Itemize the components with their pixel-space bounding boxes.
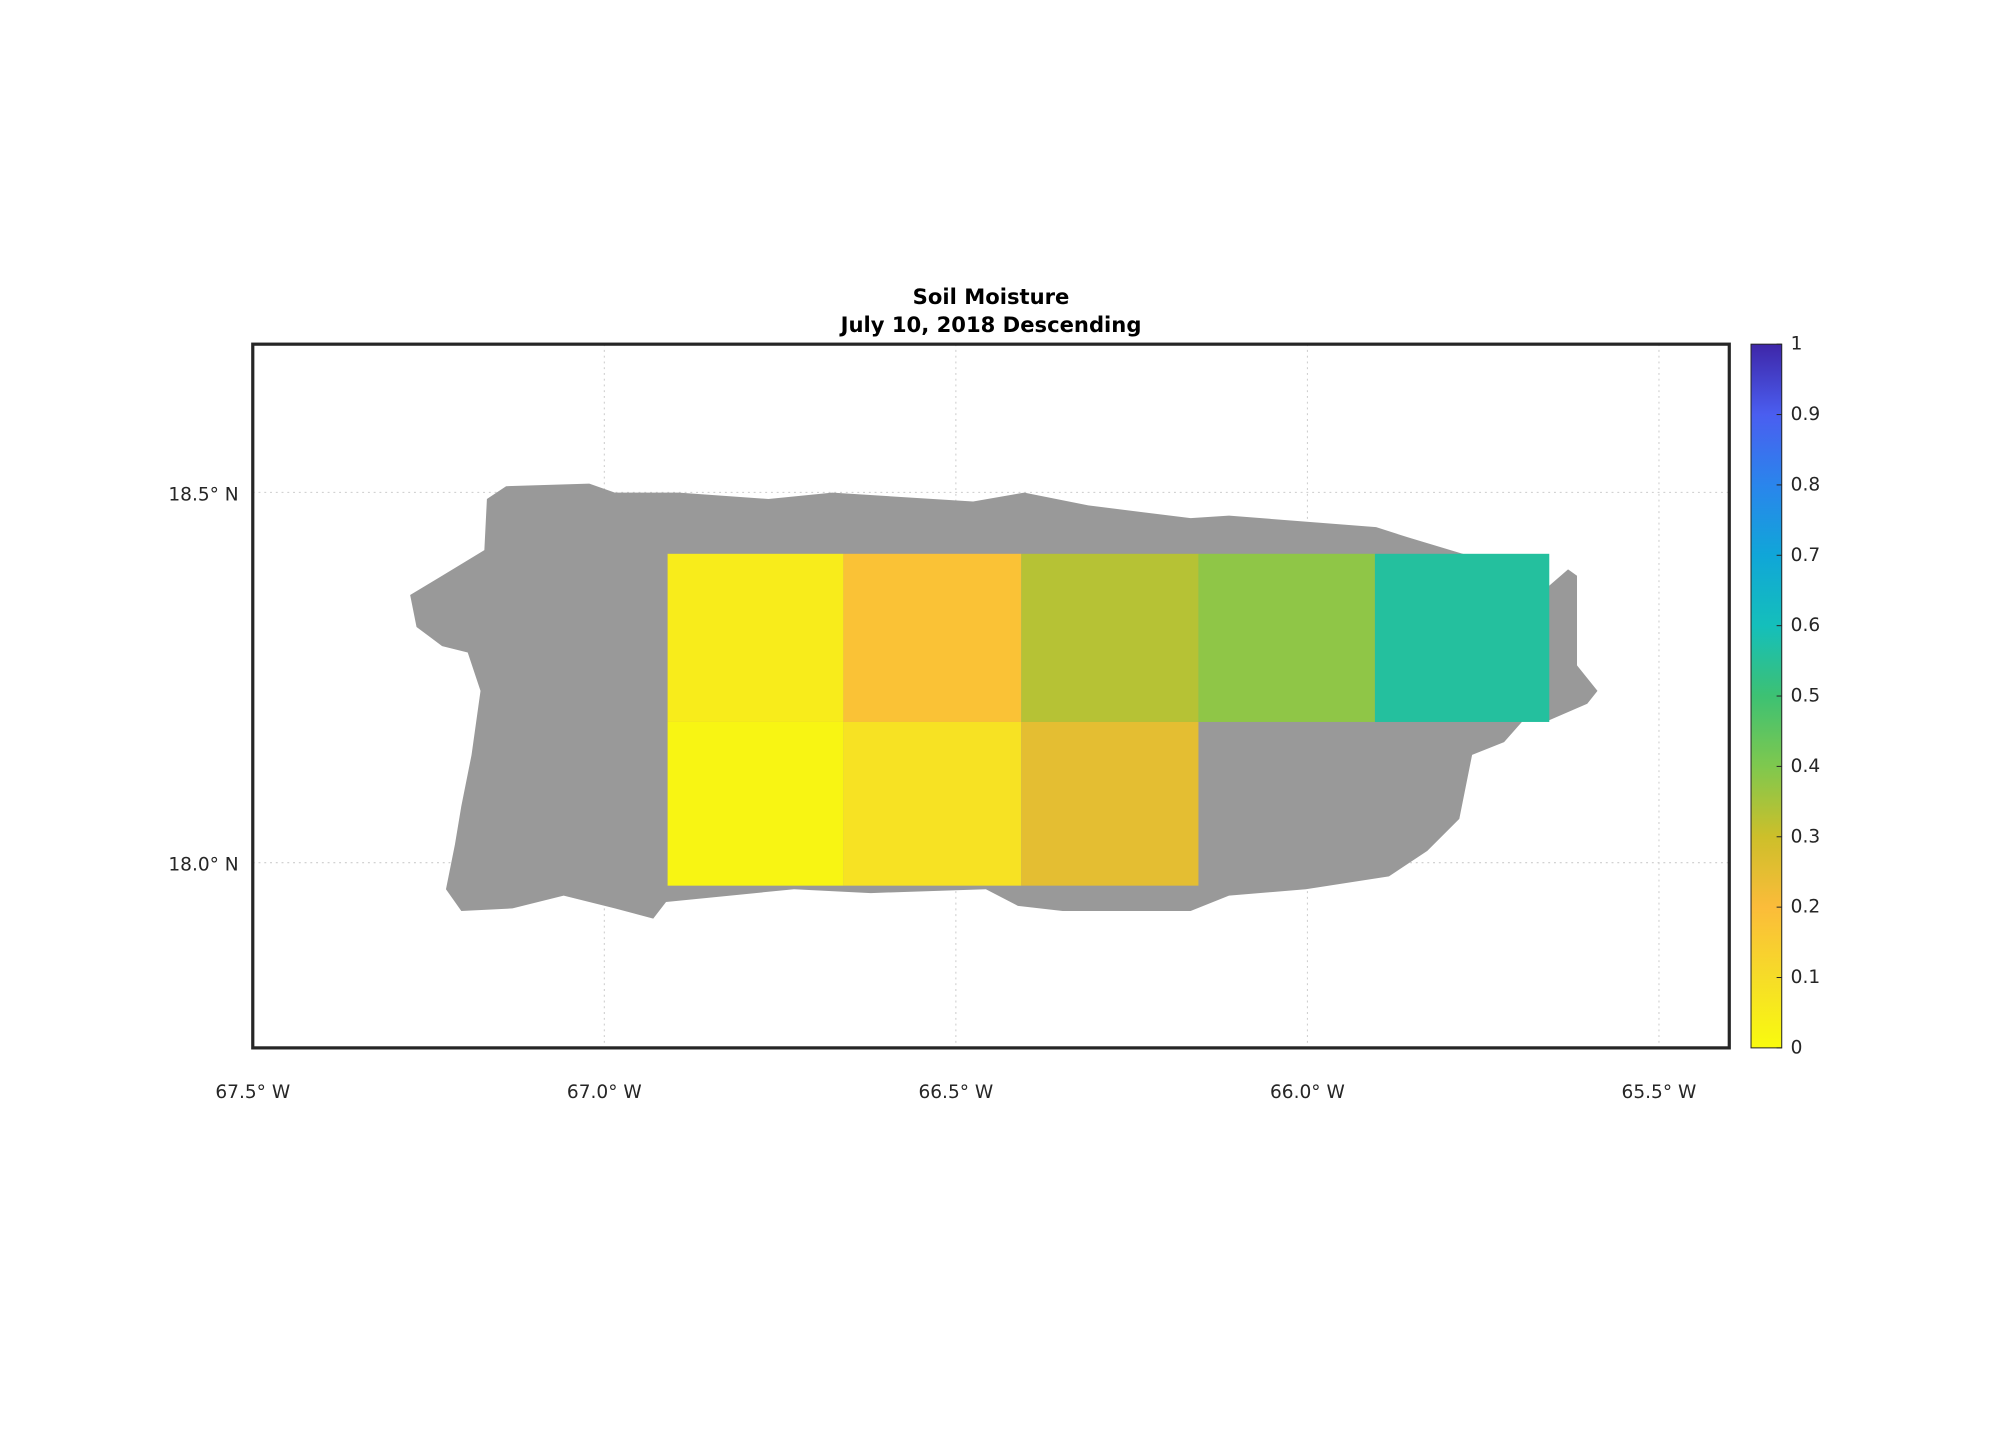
cell (667, 721, 844, 886)
colorbar-tick-label: 0.6 (1791, 615, 1821, 636)
colorbar-tick-label: 0.9 (1791, 404, 1821, 425)
chart-subtitle: July 10, 2018 Descending (839, 312, 1142, 337)
colorbar-tick-label: 1 (1791, 334, 1803, 355)
colorbar-tick-label: 0.3 (1791, 826, 1821, 847)
cell (843, 553, 1022, 722)
x-tick-label: 67.5° W (215, 1082, 290, 1103)
x-tick-label: 65.5° W (1622, 1082, 1697, 1103)
chart-title: Soil Moisture (913, 284, 1070, 309)
x-tick-label: 66.0° W (1270, 1082, 1345, 1103)
colorbar-tick-label: 0.7 (1791, 545, 1821, 566)
x-tick-label: 66.5° W (918, 1082, 993, 1103)
colorbar-tick-label: 0.2 (1791, 897, 1821, 918)
cell (1374, 553, 1550, 722)
y-tick-label: 18.0° N (168, 855, 238, 876)
x-tick-label: 67.0° W (567, 1082, 642, 1103)
cell (667, 553, 844, 722)
plot-frame (251, 342, 1731, 1050)
cell (843, 721, 1022, 886)
cell (1021, 553, 1199, 722)
colorbar-tick-label: 0.4 (1791, 756, 1821, 777)
cell (1021, 721, 1199, 886)
cell (1198, 553, 1375, 722)
colorbar-tick-label: 0 (1791, 1037, 1803, 1058)
colorbar-tick-label: 0.1 (1791, 967, 1821, 988)
y-tick-label: 18.5° N (168, 484, 238, 505)
colorbar-tick-label: 0.5 (1791, 686, 1821, 707)
colorbar-tick-label: 0.8 (1791, 474, 1821, 495)
